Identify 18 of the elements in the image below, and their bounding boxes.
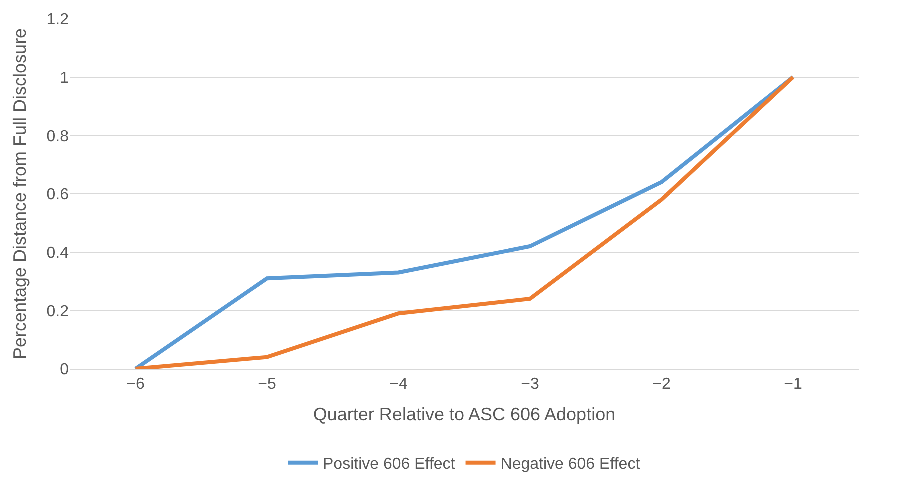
x-axis-title: Quarter Relative to ASC 606 Adoption — [313, 404, 616, 424]
line-series — [134, 75, 796, 369]
legend-label: Positive 606 Effect — [323, 456, 456, 474]
x-tick-label: −4 — [390, 376, 408, 394]
y-tick-label: 0.6 — [46, 186, 70, 204]
y-tick-label: 0.8 — [46, 128, 70, 146]
y-tick-label: 0.4 — [46, 244, 70, 262]
x-tick-label: −1 — [784, 376, 802, 394]
x-tick-label: −5 — [258, 376, 276, 394]
y-tick-label: 1 — [60, 70, 70, 87]
y-tick-label: 0.2 — [46, 303, 70, 320]
y-axis-title: Percentage Distance from Full Disclosure — [10, 28, 30, 360]
y-tick-label: 0 — [60, 362, 70, 379]
x-tick-label: −6 — [126, 376, 145, 394]
y-tick-label: 1.2 — [46, 12, 70, 29]
legend-label: Negative 606 Effect — [500, 456, 641, 474]
x-tick-label: −2 — [652, 376, 671, 394]
x-tick-label: −3 — [521, 376, 540, 394]
